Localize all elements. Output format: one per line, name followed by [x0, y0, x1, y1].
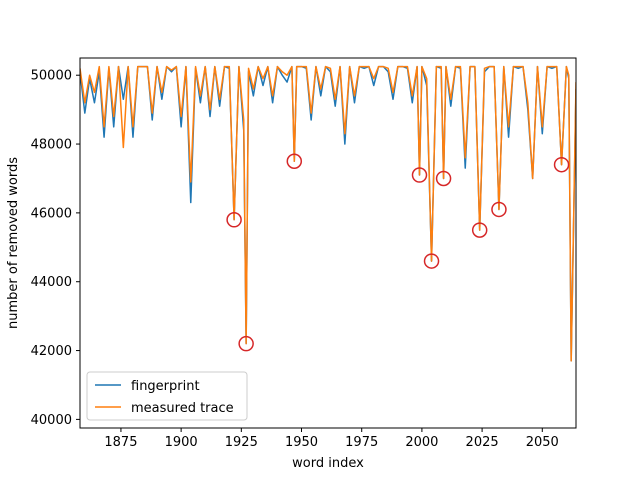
- y-axis-ticks: 40000 42000 44000 46000 48000 50000: [31, 69, 80, 428]
- x-axis-ticks: 1875 1900 1925 1950 1975 2000 2025 2050: [104, 428, 559, 450]
- y-tick-label: 44000: [31, 275, 72, 290]
- x-axis-label: word index: [292, 456, 364, 471]
- plot-frame: [79, 57, 577, 429]
- x-tick-label: 1925: [225, 435, 258, 450]
- x-tick-label: 2025: [466, 435, 499, 450]
- highlight-marker: [238, 335, 254, 352]
- y-tick-label: 42000: [31, 344, 72, 359]
- series-line-measured-trace: [80, 65, 576, 362]
- legend-box: [86, 371, 248, 421]
- highlight-marker: [423, 253, 440, 269]
- highlight-marker: [491, 201, 507, 218]
- highlight-marker: [553, 156, 570, 173]
- x-tick-label: 1950: [285, 435, 318, 450]
- y-tick-label: 48000: [31, 138, 72, 153]
- legend: fingerprint measured trace: [86, 371, 248, 421]
- series-layer: [80, 65, 576, 362]
- highlight-marker: [411, 167, 428, 183]
- x-tick-label: 1975: [345, 435, 378, 450]
- y-axis-label: number of removed words: [6, 157, 21, 329]
- marker-layer: [226, 153, 570, 352]
- x-tick-label: 2000: [405, 435, 438, 450]
- highlight-marker: [435, 170, 452, 187]
- legend-label-measured-trace: measured trace: [131, 401, 234, 416]
- x-tick-label: 2050: [526, 435, 559, 450]
- highlight-marker: [471, 222, 488, 238]
- x-tick-label: 1900: [165, 435, 198, 450]
- x-tick-label: 1875: [104, 435, 137, 450]
- highlight-marker: [226, 212, 242, 228]
- legend-label-fingerprint: fingerprint: [131, 379, 200, 394]
- y-tick-label: 46000: [31, 206, 72, 221]
- y-tick-label: 40000: [31, 413, 72, 428]
- highlight-marker: [286, 153, 303, 170]
- y-tick-label: 50000: [31, 69, 72, 84]
